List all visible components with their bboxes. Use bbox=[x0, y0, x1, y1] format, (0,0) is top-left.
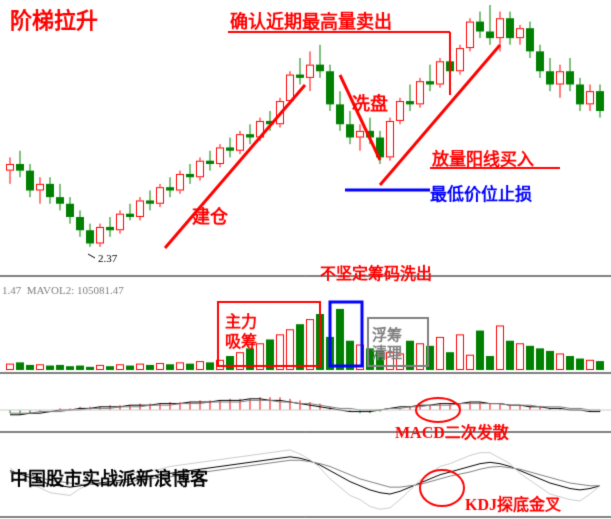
stock-chart bbox=[0, 0, 611, 519]
